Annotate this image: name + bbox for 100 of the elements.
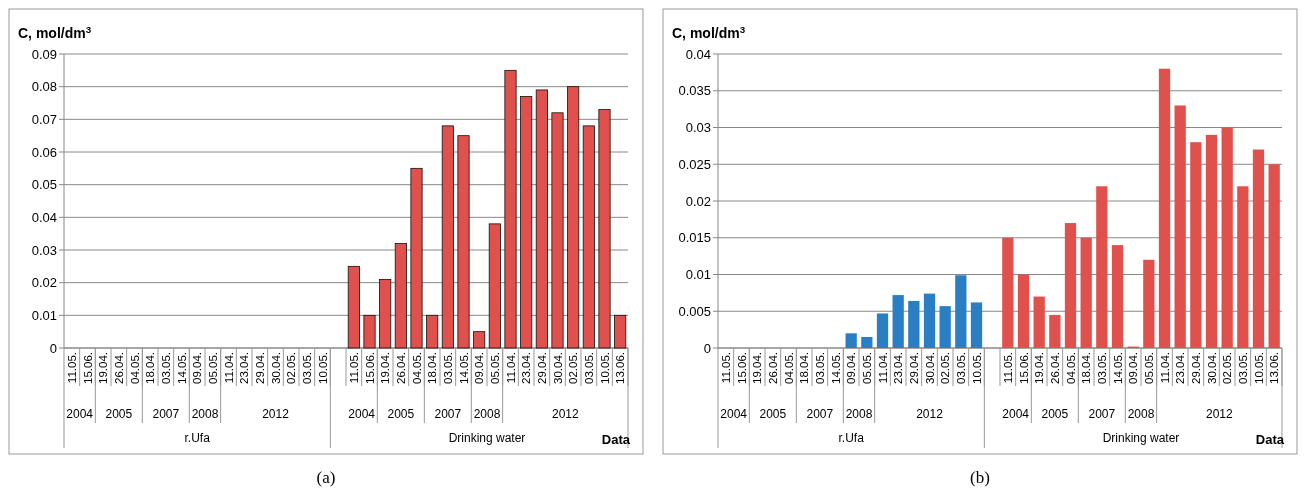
x-tick-label: 04.05. bbox=[410, 352, 423, 384]
x-tick-label: 30.04. bbox=[551, 352, 564, 384]
bar bbox=[1096, 186, 1108, 348]
x-tick-label: 09.04. bbox=[845, 352, 858, 384]
x-tick-label: 30.04. bbox=[1205, 352, 1218, 384]
x-tick-label: 02.05. bbox=[939, 352, 952, 384]
text: 2008 bbox=[1127, 407, 1155, 421]
bar bbox=[473, 331, 486, 349]
bar bbox=[1174, 105, 1186, 348]
text: r.Ufa bbox=[838, 431, 865, 445]
text: Data bbox=[1255, 432, 1285, 447]
bar bbox=[1205, 134, 1218, 348]
bar bbox=[441, 125, 454, 349]
bar bbox=[426, 314, 439, 349]
x-tick-label: 26.04. bbox=[1048, 352, 1061, 384]
bar bbox=[939, 306, 951, 348]
bar bbox=[1064, 223, 1077, 348]
text: 2004 bbox=[66, 407, 94, 421]
y-tick-label: 0.01 bbox=[31, 307, 57, 323]
x-tick-label: 04.05. bbox=[1064, 352, 1077, 384]
text: 2012 bbox=[551, 407, 579, 421]
x-tick-label: 05.05. bbox=[1142, 352, 1155, 384]
y-axis-title: C, mol/dm$^{3}$ bbox=[672, 23, 746, 41]
y-tick-label: 0.025 bbox=[678, 156, 711, 172]
bar bbox=[1080, 237, 1092, 348]
bar bbox=[1190, 142, 1202, 348]
bar bbox=[892, 295, 904, 348]
y-tick-label: 0.035 bbox=[678, 83, 711, 99]
text: 2004 bbox=[720, 407, 748, 421]
x-tick-label: 23.04. bbox=[892, 352, 905, 384]
bar bbox=[598, 109, 611, 349]
x-tick-label: 03.05. bbox=[441, 352, 454, 384]
x-tick-label: 11.04. bbox=[222, 352, 235, 384]
x-tick-label: 11.04. bbox=[504, 352, 517, 384]
x-tick-label: 02.05. bbox=[285, 352, 298, 384]
y-tick-label: 0.02 bbox=[31, 275, 57, 291]
text: (b) bbox=[970, 468, 990, 487]
y-tick-label: 0.03 bbox=[31, 242, 57, 258]
bar bbox=[1221, 127, 1233, 348]
text: r.Ufa bbox=[184, 431, 211, 445]
x-tick-label: 18.04. bbox=[1080, 352, 1093, 384]
bar bbox=[394, 243, 407, 349]
x-tick-label: 30.04. bbox=[269, 352, 282, 384]
text: (a) bbox=[316, 468, 336, 487]
bar bbox=[363, 314, 376, 349]
bar bbox=[908, 300, 920, 348]
x-tick-label: 05.05. bbox=[860, 352, 873, 384]
bar bbox=[923, 293, 936, 348]
y-tick-label: 0.03 bbox=[685, 120, 711, 136]
x-tick-label: 26.04. bbox=[394, 352, 407, 384]
y-tick-label: 0 bbox=[703, 340, 711, 356]
x-tick-label: 13.06. bbox=[1268, 352, 1281, 384]
text: 2004 bbox=[1002, 407, 1030, 421]
x-tick-label: 15.06. bbox=[81, 352, 94, 384]
x-tick-label: 15.06. bbox=[735, 352, 748, 384]
bar bbox=[379, 279, 392, 349]
x-tick-label: 11.05. bbox=[347, 352, 360, 384]
text: 2007 bbox=[152, 407, 180, 421]
x-tick-label: 02.05. bbox=[1221, 352, 1234, 384]
x-tick-label: 02.05. bbox=[567, 352, 580, 384]
x-tick-label: 30.04. bbox=[923, 352, 936, 384]
x-tick-label: 03.05. bbox=[1236, 352, 1249, 384]
y-tick-label: 0.09 bbox=[31, 46, 57, 62]
bar bbox=[1158, 68, 1171, 348]
y-tick-label: 0.07 bbox=[31, 111, 57, 127]
x-tick-label: 05.05. bbox=[206, 352, 219, 384]
x-tick-label: 09.04. bbox=[1127, 352, 1140, 384]
y-tick-label: 0.04 bbox=[31, 209, 57, 225]
x-tick-label: 09.04. bbox=[191, 352, 204, 384]
y-tick-label: 0.005 bbox=[678, 303, 711, 319]
y-tick-label: 0.02 bbox=[685, 193, 711, 209]
y-axis-title: C, mol/dm$^{3}$ bbox=[18, 23, 92, 41]
text: 2007 bbox=[1088, 407, 1116, 421]
x-tick-label: 29.04. bbox=[535, 352, 548, 384]
bar bbox=[1033, 296, 1045, 348]
text: 2007 bbox=[806, 407, 834, 421]
x-tick-label: 18.04. bbox=[798, 352, 811, 384]
text: 2012 bbox=[916, 407, 944, 421]
y-tick-label: 0.015 bbox=[678, 230, 711, 246]
x-tick-label: 18.04. bbox=[426, 352, 439, 384]
y-tick-label: 0.04 bbox=[685, 46, 711, 62]
x-tick-label: 29.04. bbox=[1189, 352, 1202, 384]
bar bbox=[567, 86, 580, 349]
x-tick-label: 09.04. bbox=[473, 352, 486, 384]
x-tick-label: 23.04. bbox=[1174, 352, 1187, 384]
x-tick-label: 10.05. bbox=[598, 352, 611, 384]
x-tick-label: 03.05. bbox=[582, 352, 595, 384]
x-tick-label: 03.05. bbox=[159, 352, 172, 384]
text: Data bbox=[601, 432, 631, 447]
x-tick-label: 13.06. bbox=[614, 352, 627, 384]
x-tick-label: 26.04. bbox=[112, 352, 125, 384]
bar bbox=[1237, 186, 1249, 348]
x-tick-label: 03.05. bbox=[1095, 352, 1108, 384]
y-tick-label: 0.08 bbox=[31, 79, 57, 95]
bar bbox=[582, 125, 595, 349]
y-tick-label: 0.05 bbox=[31, 177, 57, 193]
bar bbox=[504, 69, 517, 349]
x-tick-label: 11.04. bbox=[1158, 352, 1171, 384]
x-tick-label: 29.04. bbox=[907, 352, 920, 384]
x-tick-label: 05.05. bbox=[488, 352, 501, 384]
